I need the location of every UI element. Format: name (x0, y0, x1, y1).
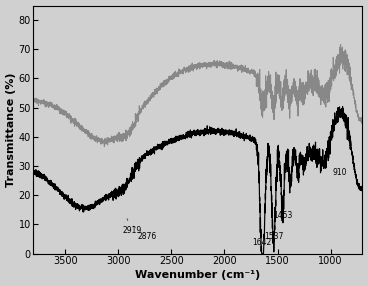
Text: 1642: 1642 (252, 238, 271, 247)
Text: 2876: 2876 (134, 226, 157, 241)
Text: 1537: 1537 (264, 232, 283, 241)
Text: 2919: 2919 (123, 219, 142, 235)
Text: 1453: 1453 (273, 211, 292, 221)
Y-axis label: Transmittance (%): Transmittance (%) (6, 72, 15, 187)
Text: 910: 910 (332, 168, 347, 177)
X-axis label: Wavenumber (cm⁻¹): Wavenumber (cm⁻¹) (135, 271, 261, 281)
